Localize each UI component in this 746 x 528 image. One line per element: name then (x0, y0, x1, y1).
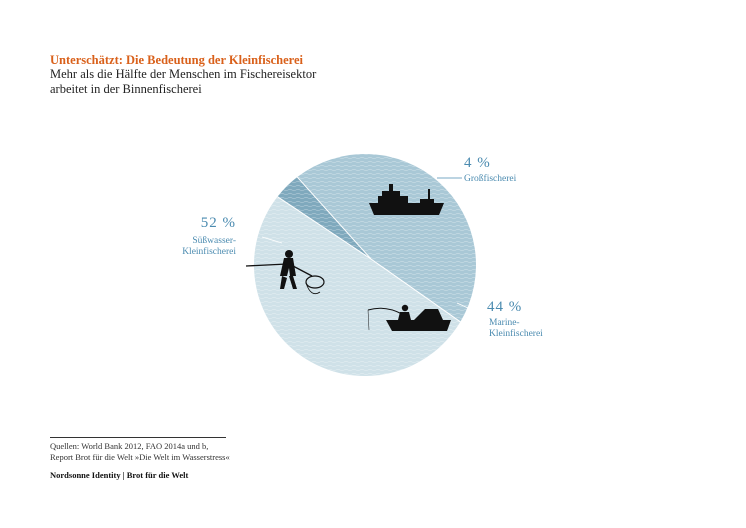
sources-note: Quellen: World Bank 2012, FAO 2014a und … (50, 441, 290, 463)
slice-divider-freshwater (370, 258, 461, 323)
angler-boat-icon (367, 304, 451, 331)
slice-divider-industrial (277, 196, 372, 260)
category-label-freshwater-1: Süßwasser- (192, 235, 236, 246)
chart-subtitle: Mehr als die Hälfte der Menschen im Fisc… (50, 67, 317, 96)
category-label-industrial: Großfischerei (464, 173, 517, 184)
category-label-freshwater-2: Kleinfischerei (182, 246, 236, 257)
leader-line-marine (456, 302, 480, 314)
ship-icon (369, 184, 444, 215)
credit-line: Nordsonne Identity | Brot für die Welt (50, 470, 189, 480)
sources-line-2: Report Brot für die Welt »Die Welt im Wa… (50, 452, 230, 462)
source-divider (50, 437, 226, 438)
category-label-marine-1: Marine- (489, 318, 520, 328)
chart-title: Unterschätzt: Die Bedeutung der Kleinfis… (50, 53, 303, 67)
leader-line-freshwater (261, 236, 283, 244)
net-fisher-icon (245, 250, 325, 295)
value-label-marine: 44 % (487, 299, 522, 315)
value-label-industrial: 4 % (464, 155, 491, 171)
sources-line-1: Quellen: World Bank 2012, FAO 2014a und … (50, 441, 209, 451)
slice-divider-marine (296, 176, 372, 260)
category-label-marine-2: Kleinfischerei (489, 328, 543, 339)
value-label-freshwater: 52 % (201, 215, 236, 231)
